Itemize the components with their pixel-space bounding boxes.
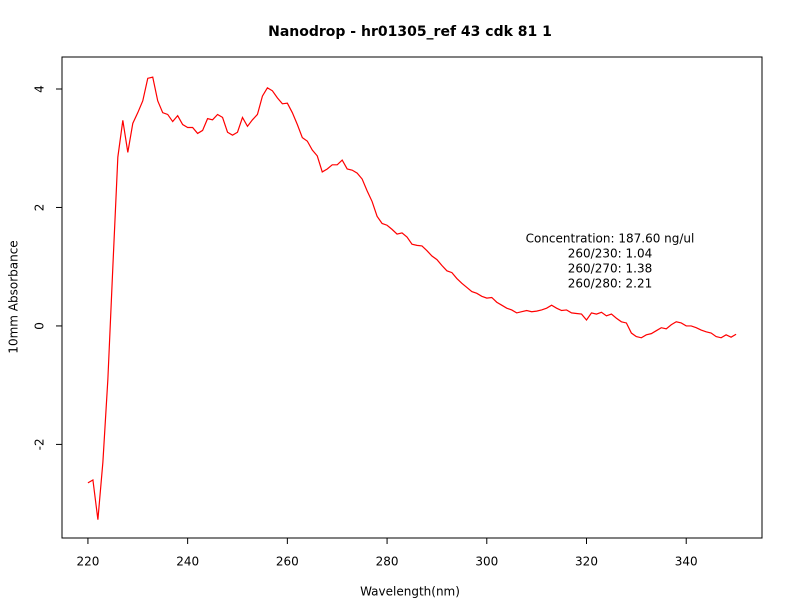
x-tick-label: 320 bbox=[575, 555, 598, 569]
x-tick-label: 280 bbox=[376, 555, 399, 569]
annotation: 260/230: 1.04 bbox=[568, 247, 652, 261]
y-tick-label: -2 bbox=[33, 438, 47, 450]
annotation: 260/270: 1.38 bbox=[568, 262, 652, 276]
x-axis-label: Wavelength(nm) bbox=[360, 585, 460, 599]
y-tick-label: 2 bbox=[33, 204, 47, 212]
data-line bbox=[87, 76, 737, 520]
annotation: Concentration: 187.60 ng/ul bbox=[526, 232, 695, 246]
x-tick-label: 300 bbox=[475, 555, 498, 569]
chart-title: Nanodrop - hr01305_ref 43 cdk 81 1 bbox=[268, 24, 552, 40]
plot-frame bbox=[61, 56, 763, 539]
x-tick-label: 240 bbox=[176, 555, 199, 569]
x-tick-label: 220 bbox=[76, 555, 99, 569]
y-tick-label: 4 bbox=[33, 85, 47, 93]
y-tick-label: 0 bbox=[33, 322, 47, 330]
x-tick-label: 340 bbox=[675, 555, 698, 569]
annotation: 260/280: 2.21 bbox=[568, 277, 652, 291]
y-axis-label: 10mm Absorbance bbox=[7, 240, 21, 353]
x-tick-label: 260 bbox=[276, 555, 299, 569]
